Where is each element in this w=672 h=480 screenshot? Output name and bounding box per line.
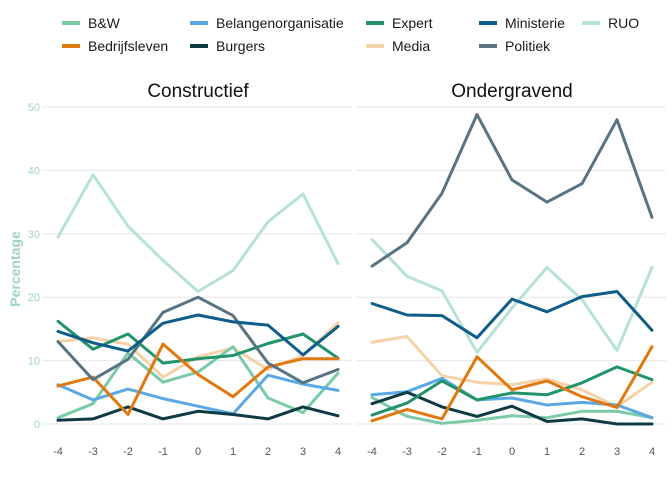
x-tick-label-4: 4 (649, 446, 655, 458)
legend-label-burgers: Burgers (216, 38, 265, 54)
legend-label-ministerie: Ministerie (505, 15, 565, 31)
x-tick-label-m2: -2 (437, 446, 447, 458)
x-tick-label-0: 0 (509, 446, 515, 458)
x-tick-label-m1: -1 (158, 446, 168, 458)
legend-item-ruo: RUO (582, 15, 639, 31)
x-tick-label-0: 0 (195, 446, 201, 458)
x-tick-label-m2: -2 (123, 446, 133, 458)
gridlines (356, 106, 666, 425)
y-tick-label-30: 30 (28, 229, 40, 241)
panel-constructief: Constructief 0 10 20 30 40 50 -4 -3 -2 -1 0 1 2 3 4 (28, 81, 352, 458)
legend-label-expert: Expert (392, 15, 433, 31)
series-line-ruo (370, 238, 654, 354)
legend-item-expert: Expert (366, 15, 433, 31)
panel-ondergravend: Ondergravend -4 -3 -2 -1 0 1 2 3 4 (356, 81, 666, 458)
y-tick-label-10: 10 (28, 356, 40, 368)
series-lines (370, 113, 654, 426)
x-tick-label-2: 2 (579, 446, 585, 458)
x-tick-label-1: 1 (544, 446, 550, 458)
series-line-b-w (370, 395, 654, 425)
series-line-ruo (56, 173, 340, 293)
x-tick-label-4: 4 (335, 446, 341, 458)
y-axis-label: Percentage (7, 231, 23, 307)
series-line-belangenorganisatie (56, 373, 340, 416)
x-tick-label-m3: -3 (88, 446, 98, 458)
legend-item-media: Media (366, 38, 430, 54)
legend-item-b-w: B&W (62, 15, 121, 31)
legend-item-politiek: Politiek (479, 38, 551, 54)
legend-label-ruo: RUO (608, 15, 639, 31)
series-line-burgers (56, 405, 340, 422)
x-tick-label-3: 3 (300, 446, 306, 458)
y-tick-label-50: 50 (28, 102, 40, 114)
x-tick-label-m4: -4 (53, 446, 63, 458)
series-line-bedrijfsleven (56, 342, 340, 416)
series-lines (56, 173, 340, 422)
series-line-ministerie (370, 290, 654, 340)
gridlines (42, 106, 352, 425)
y-tick-label-20: 20 (28, 292, 40, 304)
series-line-b-w (56, 345, 340, 420)
legend-label-politiek: Politiek (505, 38, 551, 54)
x-tick-label-1: 1 (230, 446, 236, 458)
series-line-politiek (56, 295, 340, 385)
x-tick-label-m3: -3 (402, 446, 412, 458)
series-line-expert (370, 365, 654, 417)
x-tick-label-m4: -4 (367, 446, 377, 458)
panel-title-ondergravend: Ondergravend (451, 81, 572, 102)
legend-item-ministerie: Ministerie (479, 15, 565, 31)
legend-label-belangenorganisatie: Belangenorganisatie (216, 15, 344, 31)
y-tick-label-40: 40 (28, 165, 40, 177)
series-line-media (370, 335, 654, 409)
legend-item-burgers: Burgers (190, 38, 265, 54)
x-tick-labels: -4 -3 -2 -1 0 1 2 3 4 (53, 446, 341, 458)
legend: B&W Belangenorganisatie Expert Ministerie RU… (62, 15, 639, 54)
x-tick-label-m1: -1 (472, 446, 482, 458)
legend-label-b-w: B&W (88, 15, 121, 31)
legend-label-bedrijfsleven: Bedrijfsleven (88, 38, 168, 54)
x-tick-label-2: 2 (265, 446, 271, 458)
legend-label-media: Media (392, 38, 430, 54)
y-tick-labels: 0 10 20 30 40 50 (28, 102, 40, 431)
panel-title-constructief: Constructief (147, 81, 249, 102)
series-line-ministerie (56, 313, 340, 357)
x-tick-label-3: 3 (614, 446, 620, 458)
legend-item-bedrijfsleven: Bedrijfsleven (62, 38, 168, 54)
legend-item-belangenorganisatie: Belangenorganisatie (190, 15, 344, 31)
series-line-bedrijfsleven (370, 345, 654, 423)
y-tick-label-0: 0 (34, 419, 40, 431)
x-tick-labels: -4 -3 -2 -1 0 1 2 3 4 (367, 446, 655, 458)
series-line-politiek (370, 113, 654, 268)
